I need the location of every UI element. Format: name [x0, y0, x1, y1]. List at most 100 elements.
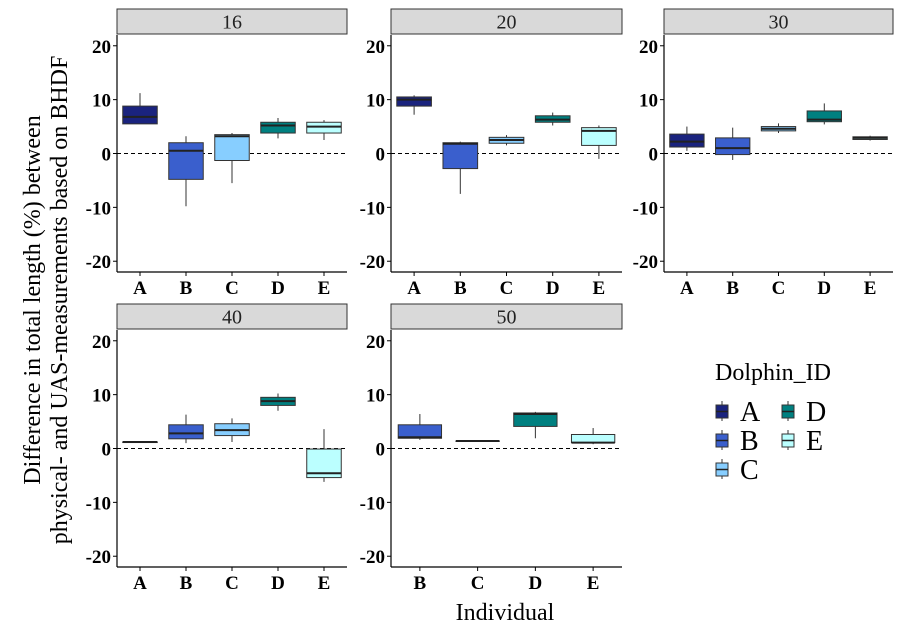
box-iqr — [168, 424, 204, 440]
box-iqr — [122, 105, 158, 125]
box-C — [760, 123, 797, 134]
legend-label: C — [740, 455, 759, 486]
y-tick-label: 10 — [366, 386, 385, 407]
y-tick-label: -10 — [360, 493, 385, 514]
x-tick-label: A — [680, 278, 694, 299]
legend-label: D — [806, 397, 826, 428]
box-iqr — [715, 137, 751, 156]
x-tick-label: D — [271, 573, 285, 594]
x-tick-label: E — [593, 278, 606, 299]
y-axis-title-line-1: Difference in total length (%) between — [20, 115, 46, 484]
box-iqr — [513, 412, 558, 427]
y-tick-label: 0 — [649, 145, 659, 166]
box-B — [397, 414, 443, 440]
y-tick-label: 10 — [639, 91, 658, 112]
strip-background — [116, 303, 348, 330]
box-B — [168, 414, 204, 444]
x-tick-label: D — [817, 278, 831, 299]
box-iqr — [306, 121, 342, 134]
box-B — [168, 136, 204, 207]
x-tick-label: C — [225, 278, 239, 299]
box-iqr — [570, 433, 616, 444]
legend-label: B — [740, 426, 759, 457]
strip-label: 50 — [497, 307, 517, 329]
legend: Dolphin_ID ABC DE — [715, 360, 831, 486]
y-tick-label: 10 — [92, 386, 111, 407]
x-tick-label: C — [471, 573, 485, 594]
x-tick-label: C — [500, 278, 514, 299]
box-D — [534, 112, 571, 126]
panel-16: 16 -20 -10 0 10 20 A B C D E — [86, 8, 348, 299]
x-tick-label: D — [529, 573, 543, 594]
legend-label: E — [806, 426, 823, 457]
box-B — [715, 127, 751, 160]
box-iqr — [669, 133, 705, 148]
y-tick-label: -10 — [86, 493, 111, 514]
strip-background — [663, 8, 894, 35]
x-tick-label: A — [133, 278, 147, 299]
box-A — [122, 441, 158, 444]
legend-item-D: D — [781, 397, 826, 428]
panel-40: 40 -20 -10 0 10 20 A B C D E — [86, 303, 348, 594]
strip-label: 30 — [769, 12, 789, 34]
x-tick-label: B — [726, 278, 739, 299]
box-iqr — [396, 96, 432, 107]
box-D — [513, 411, 558, 439]
box-iqr — [214, 134, 250, 162]
x-axis-title: Individual — [456, 600, 555, 626]
legend-item-B: B — [715, 426, 759, 457]
legend-item-A: A — [715, 397, 761, 428]
x-tick-label: E — [587, 573, 600, 594]
y-tick-label: 0 — [376, 145, 386, 166]
y-tick-label: -20 — [633, 252, 658, 273]
box-B — [442, 141, 479, 194]
box-A — [396, 95, 432, 115]
box-iqr — [581, 127, 617, 146]
y-tick-label: -20 — [86, 252, 111, 273]
box-iqr — [397, 424, 443, 439]
box-iqr — [806, 110, 842, 123]
panel-50: 50 -20 -10 0 10 20 B C D E — [360, 303, 623, 594]
panel-20: 20 -20 -10 0 10 20 A B C D E — [360, 8, 623, 299]
box-E — [306, 429, 342, 482]
box-iqr — [442, 142, 479, 170]
x-tick-label: E — [318, 573, 331, 594]
box-E — [306, 120, 342, 141]
box-C — [214, 418, 250, 443]
y-tick-label: -20 — [360, 547, 385, 568]
y-tick-label: -10 — [360, 198, 385, 219]
y-tick-label: 10 — [366, 91, 385, 112]
box-D — [260, 117, 296, 139]
strip-background — [390, 303, 623, 330]
strip-background — [116, 8, 348, 35]
y-tick-label: 0 — [102, 440, 112, 461]
legend-title: Dolphin_ID — [715, 360, 831, 386]
y-tick-label: 20 — [366, 332, 385, 353]
box-E — [581, 125, 617, 159]
y-tick-label: -20 — [360, 252, 385, 273]
x-tick-label: B — [414, 573, 427, 594]
strip-label: 16 — [222, 12, 242, 34]
y-tick-label: -20 — [86, 547, 111, 568]
strip-background — [390, 8, 623, 35]
y-tick-label: 20 — [92, 332, 111, 353]
x-tick-label: D — [271, 278, 285, 299]
x-tick-label: E — [864, 278, 877, 299]
y-tick-label: 20 — [366, 37, 385, 58]
box-C — [214, 133, 250, 184]
strip-label: 40 — [222, 307, 242, 329]
y-tick-label: 0 — [376, 440, 386, 461]
y-axis-title-line-2: physical- and UAS-measurements based on … — [47, 56, 73, 545]
x-tick-label: B — [454, 278, 467, 299]
box-D — [806, 103, 842, 125]
y-tick-label: -10 — [86, 198, 111, 219]
panel-30: 30 -20 -10 0 10 20 A B C D E — [633, 8, 894, 299]
strip-label: 20 — [497, 12, 517, 34]
y-tick-label: 20 — [639, 37, 658, 58]
box-C — [455, 439, 500, 442]
x-tick-label: C — [772, 278, 786, 299]
x-tick-label: B — [180, 278, 193, 299]
box-C — [488, 135, 525, 146]
box-iqr — [168, 142, 204, 180]
